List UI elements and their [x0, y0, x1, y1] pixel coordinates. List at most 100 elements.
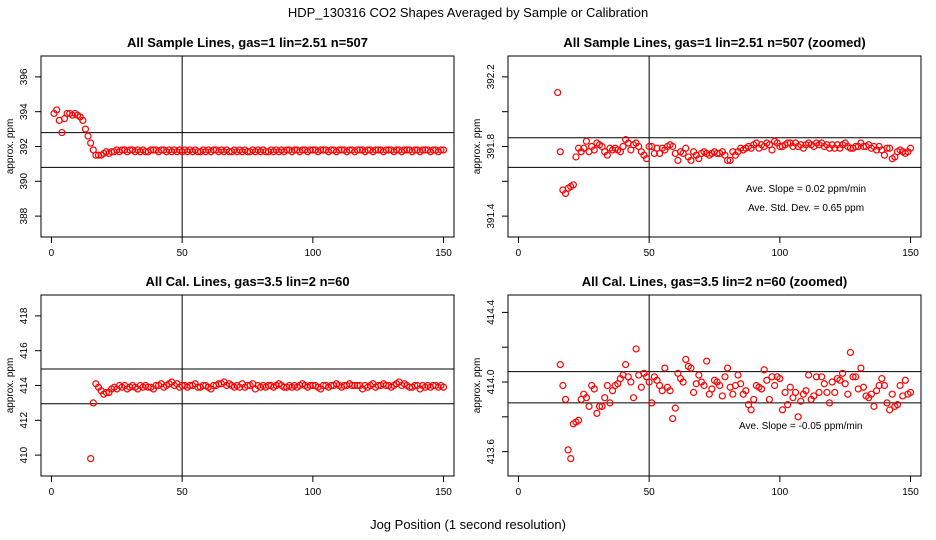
panel-3-x-tick-label: 100 [305, 487, 322, 498]
panel-2-data-point [883, 144, 891, 152]
panel-2-data-point [642, 155, 651, 163]
panel-2-data-point [645, 142, 653, 151]
panel-4-data-point [627, 378, 635, 386]
panel-4-data-point [603, 381, 611, 390]
panel-4-data-point [831, 388, 839, 397]
panel-4-data-point [797, 397, 805, 405]
panel-4-data-point [763, 376, 771, 384]
figure-title: HDP_130316 CO2 Shapes Averaged by Sample… [287, 5, 649, 20]
panel-4-y-axis-label: approx. ppm [472, 358, 483, 414]
panel-4-data-point [870, 402, 878, 410]
panel-4-data-point [671, 404, 679, 412]
panel-4-data-point [836, 376, 844, 384]
panel-4-data-point [878, 374, 886, 383]
panel-4-data-point [582, 394, 591, 402]
panel-4-data-point [841, 380, 849, 388]
panel-4-data-point [601, 394, 609, 402]
panel-2-data-point [784, 139, 792, 147]
panel-4-data-point [849, 373, 857, 381]
panel-2-data-point [619, 142, 627, 151]
panel-4-data-point [757, 385, 766, 393]
panel-3-y-tick-label: 412 [19, 412, 30, 429]
panel-4-data-point [786, 383, 794, 391]
panel-1-title: All Sample Lines, gas=1 lin=2.51 n=507 [127, 35, 368, 50]
panel-4-data-point [559, 381, 567, 390]
panel-1-y-tick-label: 392 [19, 138, 30, 155]
panel-2-y-axis-label: approx. ppm [472, 119, 483, 175]
panel-4-data-point [669, 414, 677, 423]
panel-4-data-point [875, 381, 883, 390]
panel-4-data-point [689, 388, 698, 397]
panel-2-x-tick-label: 150 [902, 248, 919, 259]
panel-1-data-point [371, 146, 380, 154]
panel-3-data-point [87, 454, 95, 463]
panel-2-data-point [603, 151, 611, 159]
panel-4-data-point [867, 390, 875, 398]
panel-4-data-point [574, 416, 583, 424]
panel-4-data-point [896, 381, 904, 390]
panel-2-title: All Sample Lines, gas=1 lin=2.51 n=507 (… [563, 35, 865, 50]
panel-2-y-tick-label: 391.8 [486, 134, 497, 159]
panel-4-data-point [893, 401, 902, 409]
panel-1-data-point [147, 146, 155, 154]
panel-4-data-point [700, 381, 708, 390]
panel-4-data-point [859, 383, 868, 391]
panel-4-data-point [564, 446, 572, 454]
panel-1-x-tick-label: 50 [177, 248, 189, 259]
panel-1-y-tick-label: 394 [19, 103, 30, 120]
panel-4-data-point [598, 402, 606, 410]
panel-2-data-point [572, 153, 580, 161]
panel-4-data-point [810, 392, 818, 400]
panel-3-y-tick-label: 418 [19, 307, 30, 324]
panel-4-data-point [818, 373, 826, 381]
panel-4-data-point [880, 381, 889, 390]
panel-1-data-point [353, 146, 361, 154]
panel-4-data-point [595, 402, 604, 410]
panel-2-data-point [768, 146, 776, 154]
panel-1-data-point [335, 146, 343, 154]
panel-1-y-tick-label: 388 [19, 207, 30, 224]
panel-4-data-point [593, 409, 601, 417]
panel-4-data-point [760, 366, 768, 374]
panel-2-data-point [590, 146, 598, 154]
panel-3-title: All Cal. Lines, gas=3.5 lin=2 n=60 [145, 274, 349, 289]
panel-4-data-point [682, 355, 690, 363]
panel-2-data-point [582, 137, 591, 145]
panel-4-data-point [901, 376, 909, 384]
panel-3-x-tick-label: 0 [49, 487, 55, 498]
panel-2-x-tick-label: 100 [772, 248, 789, 259]
panel-1-data-point [317, 146, 325, 154]
panel-2-y-tick-label: 392.2 [486, 64, 497, 89]
panel-4-data-point [825, 399, 834, 407]
panel-4-y-tick-label: 414.4 [486, 299, 497, 324]
panel-4-data-point [778, 406, 787, 414]
panel-3-x-tick-label: 50 [177, 487, 189, 498]
panel-4-data-point [632, 345, 640, 353]
panel-4-data-point [765, 395, 773, 404]
panel-1-data-point [419, 146, 427, 154]
panel-4-data-point [742, 387, 750, 395]
panel-4-data-point [776, 374, 784, 383]
panel-2-data-point [682, 144, 690, 152]
panel-1-data-point [306, 146, 314, 154]
panel-4-x-tick-label: 100 [772, 487, 789, 498]
panel-4-x-tick-label: 0 [516, 487, 522, 498]
panel-4-data-point [888, 390, 896, 398]
panel-3-data-point [353, 381, 361, 390]
panel-1-data-point [84, 132, 92, 140]
panel-4-data-point [844, 390, 852, 398]
panel-4-data-point [802, 387, 810, 395]
panel-3-y-tick-label: 416 [19, 342, 30, 359]
panel-4-data-point [729, 390, 737, 398]
panel-4-data-point [556, 361, 564, 369]
panel-4-data-point [708, 385, 716, 393]
panel-2-data-point [723, 156, 732, 165]
panel-4-data-point [637, 383, 645, 391]
panel-4-y-tick-label: 413.6 [486, 439, 497, 464]
panel-3-data-point [439, 383, 448, 391]
panel-4-data-point [781, 388, 789, 397]
panel-2-x-tick-label: 0 [516, 248, 522, 259]
panel-4-data-point [590, 385, 598, 393]
panel-1-data-point [53, 106, 61, 114]
panel-4-data-point [721, 373, 729, 381]
